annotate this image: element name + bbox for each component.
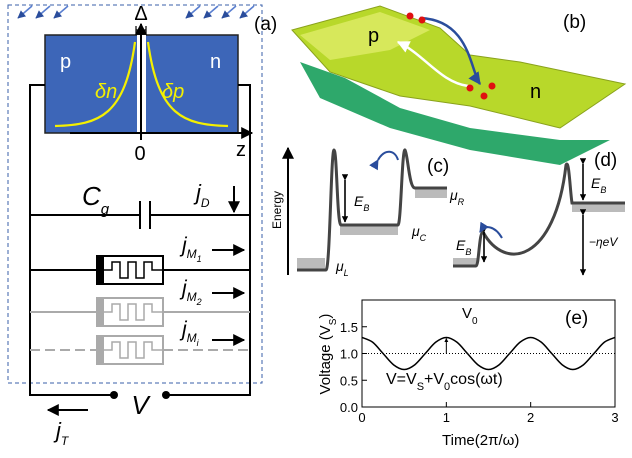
cg-label: Cg	[82, 181, 110, 218]
memristor-2	[30, 298, 250, 326]
jm-subsub: i	[197, 338, 200, 348]
eb-sub: B	[600, 185, 606, 195]
panel-e: Time(2π/ω) Voltage (VS) (e) V=VS+V0cos(ω…	[317, 300, 619, 449]
jm-subsub: 2	[196, 297, 202, 307]
figure: Δ p n δn δp 0 z (a) V jT Cg jD	[0, 0, 632, 458]
y-axis-title: Voltage (VS)	[317, 314, 339, 395]
p-label: p	[60, 51, 71, 73]
eb-sub: B	[465, 247, 471, 257]
jm-sub: M	[187, 290, 197, 304]
tunnel-arrow-c	[378, 152, 398, 160]
delta-n-label: δn	[95, 81, 117, 103]
eq-part: V=V	[386, 371, 417, 388]
eb-label-c: EB	[354, 193, 369, 213]
band-profile-c	[297, 150, 447, 270]
mu-r-label: μR	[449, 187, 465, 207]
jt-sub: T	[61, 434, 70, 448]
panel-label-a: (a)	[254, 14, 277, 35]
cg-sub: g	[101, 201, 110, 218]
jt-label: jT	[53, 418, 70, 448]
voltage-label: V	[131, 390, 151, 420]
amp-sub: 0	[472, 316, 478, 327]
jm2-label: jM2	[179, 277, 202, 307]
jmi-label: jMi	[179, 318, 200, 348]
jm-subsub: 1	[197, 254, 202, 264]
carrier	[481, 93, 488, 100]
mu-sub: R	[458, 197, 465, 207]
eb-label-d1: EB	[456, 237, 471, 257]
carrier	[419, 17, 426, 24]
x-tick-label: 3	[611, 410, 618, 425]
mu-main: μ	[335, 258, 344, 274]
eq-part: cos(ωt)	[450, 371, 503, 388]
eq-part: +V	[424, 371, 444, 388]
eb-label-d2: EB	[591, 175, 606, 195]
z-label: z	[236, 139, 246, 161]
panel-b: p n (b)	[292, 6, 625, 165]
jd-sub: D	[201, 196, 210, 210]
panel-c: Energy EB μR μC μL (c)	[270, 148, 465, 278]
y-tick-label: 0.5	[340, 373, 358, 388]
mu-main: μ	[411, 223, 420, 239]
x-tick-label: 0	[358, 410, 365, 425]
amplitude-label: V0	[462, 305, 478, 327]
jm-sub: M	[187, 247, 197, 261]
amp-main: V	[462, 305, 472, 322]
panel-label-c: (c)	[427, 156, 449, 177]
y-tick-label: 1.0	[340, 347, 358, 362]
energy-label: Energy	[270, 191, 284, 229]
panel-label-b: (b)	[563, 12, 586, 33]
carrier	[467, 85, 474, 92]
ylabel-main: Voltage (V	[317, 325, 334, 394]
bias-label: −ηeV	[589, 235, 618, 249]
x-tick-label: 1	[443, 410, 450, 425]
capacitor	[140, 201, 150, 229]
eq-sub: S	[417, 381, 424, 393]
terminal	[162, 391, 170, 399]
mu-c-label: μC	[411, 223, 427, 243]
terminal	[110, 391, 118, 399]
jd-label: jD	[193, 180, 210, 210]
panel-a: Δ p n δn δp 0 z (a) V jT Cg jD	[8, 3, 277, 448]
mu-sub: C	[420, 233, 427, 243]
y-tick-label: 0.0	[340, 400, 358, 415]
panel-d: EB EB −ηeV (d)	[453, 150, 625, 275]
jm-sub: M	[187, 331, 197, 345]
memristor-1	[30, 256, 250, 284]
b-n-label: n	[530, 81, 541, 103]
carrier	[489, 83, 496, 90]
origin-label: 0	[134, 143, 145, 165]
ylabel-end: )	[317, 314, 334, 319]
y-tick-label: 1.5	[340, 320, 358, 335]
equation: V=VS+V0cos(ωt)	[386, 371, 503, 393]
fermi-left	[297, 258, 325, 270]
mu-main: μ	[449, 187, 458, 203]
delta-label: Δ	[134, 3, 147, 25]
mu-l-label: μL	[335, 258, 349, 278]
panel-label-e: (e)	[565, 308, 588, 329]
x-tick-label: 2	[527, 410, 534, 425]
delta-p-label: δp	[162, 81, 184, 103]
panel-label-d: (d)	[594, 150, 617, 171]
jm1-label: jM1	[179, 234, 202, 264]
carrier	[407, 13, 414, 20]
n-label: n	[210, 51, 221, 73]
cg-main: C	[82, 181, 101, 211]
b-p-label: p	[368, 25, 379, 47]
mu-sub: L	[344, 268, 349, 278]
eb-sub: B	[363, 203, 369, 213]
x-axis-title: Time(2π/ω)	[442, 432, 519, 449]
